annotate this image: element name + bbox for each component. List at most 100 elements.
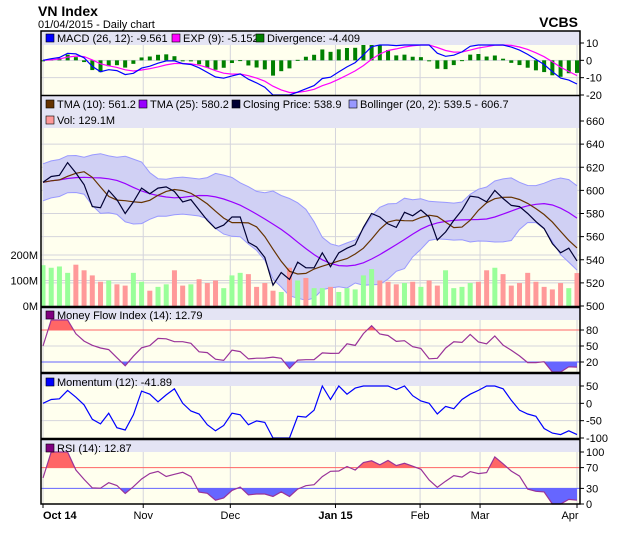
y-tick-label: 660 bbox=[586, 116, 604, 128]
volume-bar bbox=[147, 290, 153, 306]
y-tick-label: 580 bbox=[586, 209, 604, 221]
divergence-bar bbox=[361, 45, 366, 61]
volume-bar bbox=[171, 270, 177, 306]
volume-bar bbox=[40, 265, 46, 306]
divergence-bar bbox=[221, 60, 226, 68]
legend-label: MACD (26, 12): -9.561 bbox=[57, 33, 168, 45]
volume-bar bbox=[65, 272, 71, 306]
volume-bar bbox=[106, 280, 112, 306]
legend-swatch bbox=[138, 99, 148, 109]
volume-bar bbox=[451, 288, 457, 306]
legend-swatch bbox=[45, 377, 55, 387]
divergence-bar bbox=[73, 57, 78, 61]
volume-tick-label: 200M bbox=[10, 250, 38, 262]
divergence-bar bbox=[180, 60, 185, 62]
volume-bar bbox=[56, 266, 62, 306]
x-tick-label: Apr bbox=[561, 510, 578, 522]
divergence-bar bbox=[262, 60, 267, 70]
legend-label: Money Flow Index (14): 12.79 bbox=[57, 310, 203, 322]
divergence-bar bbox=[377, 45, 382, 61]
macd-line bbox=[42, 44, 578, 96]
volume-bar bbox=[311, 288, 317, 306]
divergence-bar bbox=[344, 47, 349, 61]
legend-swatch bbox=[45, 99, 55, 109]
volume-bar bbox=[525, 272, 531, 306]
divergence-bar bbox=[197, 60, 202, 65]
volume-bar bbox=[130, 272, 136, 306]
legend-band-rsi bbox=[41, 440, 580, 452]
divergence-bar bbox=[492, 55, 497, 61]
divergence-bar bbox=[369, 45, 374, 61]
legend-label: TMA (10): 561.2 bbox=[57, 99, 136, 111]
legend-swatch bbox=[45, 443, 55, 453]
divergence-bar bbox=[114, 60, 119, 66]
divergence-bar bbox=[82, 60, 87, 63]
volume-bar bbox=[286, 267, 292, 306]
volume-bar bbox=[549, 289, 555, 306]
volume-bar bbox=[393, 284, 399, 306]
divergence-bar bbox=[427, 60, 432, 62]
legend-swatch bbox=[45, 310, 55, 320]
x-tick-label: Oct 14 bbox=[43, 510, 78, 522]
y-tick-label: -20 bbox=[586, 90, 602, 102]
volume-bar bbox=[533, 281, 539, 306]
divergence-bar bbox=[123, 60, 128, 68]
volume-bar bbox=[426, 280, 432, 306]
divergence-bar bbox=[575, 60, 579, 73]
divergence-bar bbox=[246, 60, 251, 66]
volume-bar bbox=[237, 272, 243, 306]
y-tick-label: 620 bbox=[586, 162, 604, 174]
divergence-bar bbox=[418, 57, 423, 61]
divergence-bar bbox=[328, 51, 333, 61]
divergence-bar bbox=[320, 49, 325, 61]
volume-bar bbox=[188, 284, 194, 306]
volume-bar bbox=[558, 283, 564, 306]
divergence-bar bbox=[394, 55, 399, 61]
legend-label: Closing Price: 538.9 bbox=[243, 99, 341, 111]
divergence-bar bbox=[271, 60, 276, 76]
y-tick-label: 0 bbox=[586, 499, 592, 511]
volume-bar bbox=[163, 284, 169, 306]
legend-label: Vol: 129.1M bbox=[57, 115, 115, 127]
divergence-bar bbox=[164, 54, 169, 61]
volume-bar bbox=[229, 275, 235, 306]
x-tick-label: Dec bbox=[221, 510, 241, 522]
divergence-bar bbox=[254, 60, 259, 68]
divergence-bar bbox=[90, 60, 95, 71]
volume-bar bbox=[336, 291, 342, 306]
chart-marks bbox=[40, 44, 580, 505]
volume-bar bbox=[262, 283, 268, 306]
volume-bar bbox=[352, 289, 358, 306]
y-tick-label: 100 bbox=[586, 447, 604, 459]
divergence-bar bbox=[533, 60, 538, 71]
divergence-bar bbox=[501, 58, 506, 61]
legend-label: RSI (14): 12.87 bbox=[57, 443, 132, 455]
brand-label: VCBS bbox=[539, 14, 578, 30]
y-tick-label: 10 bbox=[586, 38, 598, 50]
volume-bar bbox=[155, 286, 161, 306]
y-tick-label: 50 bbox=[586, 381, 598, 393]
y-tick-label: 540 bbox=[586, 255, 604, 267]
volume-bar bbox=[385, 281, 391, 306]
volume-bar bbox=[434, 285, 440, 306]
y-tick-label: 30 bbox=[586, 483, 598, 495]
y-tick-label: 0 bbox=[586, 55, 592, 67]
volume-bar bbox=[278, 291, 284, 306]
momentum-line bbox=[42, 384, 578, 439]
divergence-bar bbox=[353, 47, 358, 61]
volume-tick-label: 0M bbox=[23, 301, 38, 313]
volume-bar bbox=[410, 281, 416, 306]
divergence-bar bbox=[443, 60, 448, 70]
divergence-bar bbox=[386, 50, 391, 61]
volume-bar bbox=[508, 285, 514, 306]
divergence-bar bbox=[131, 60, 136, 64]
bollinger-lower-line bbox=[42, 191, 578, 301]
volume-bar bbox=[484, 270, 490, 306]
exp-signal-line bbox=[42, 44, 578, 94]
y-tick-label: -100 bbox=[586, 433, 608, 445]
divergence-bar bbox=[517, 60, 522, 66]
y-tick-label: 600 bbox=[586, 185, 604, 197]
legend-swatch bbox=[45, 33, 55, 43]
volume-bar bbox=[89, 275, 95, 306]
